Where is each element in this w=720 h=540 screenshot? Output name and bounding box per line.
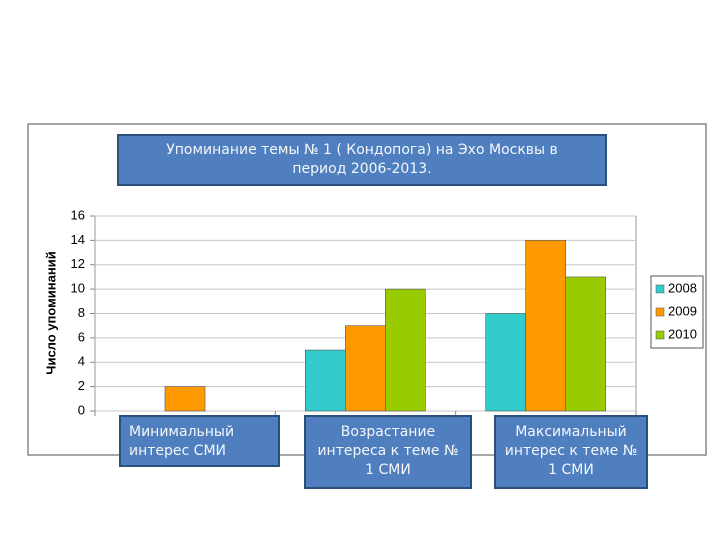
legend-swatch [655, 307, 665, 317]
legend-label: 2010 [668, 326, 697, 341]
y-tick-label: 4 [78, 354, 85, 369]
bar [565, 276, 606, 412]
legend-label: 2008 [668, 280, 697, 295]
chart-title: Упоминание темы № 1 ( Кондопога) на Эхо … [117, 134, 607, 186]
y-tick-label: 12 [71, 256, 85, 271]
legend-swatch [655, 330, 665, 340]
x-tick-label: Возрастание интереса к теме № 1 СМИ [304, 415, 472, 489]
y-tick-label: 0 [78, 402, 85, 417]
legend-label: 2009 [668, 303, 697, 318]
y-tick-label: 2 [78, 378, 85, 393]
legend-swatch [655, 284, 665, 294]
bar [385, 288, 426, 412]
x-tick-label: Максимальный интерес к теме № 1 СМИ [494, 415, 648, 489]
bar [164, 386, 206, 412]
bar [345, 325, 386, 412]
y-tick-label: 8 [78, 305, 85, 320]
bar [485, 313, 526, 412]
y-axis-title: Число упоминаний [43, 251, 58, 374]
y-tick-label: 14 [71, 232, 85, 247]
x-tick-label: Минимальный интерес СМИ [119, 415, 280, 467]
y-tick-label: 6 [78, 329, 85, 344]
y-tick-label: 10 [71, 281, 85, 296]
bar [305, 349, 346, 412]
y-tick-label: 16 [71, 207, 85, 222]
bar [525, 240, 566, 412]
